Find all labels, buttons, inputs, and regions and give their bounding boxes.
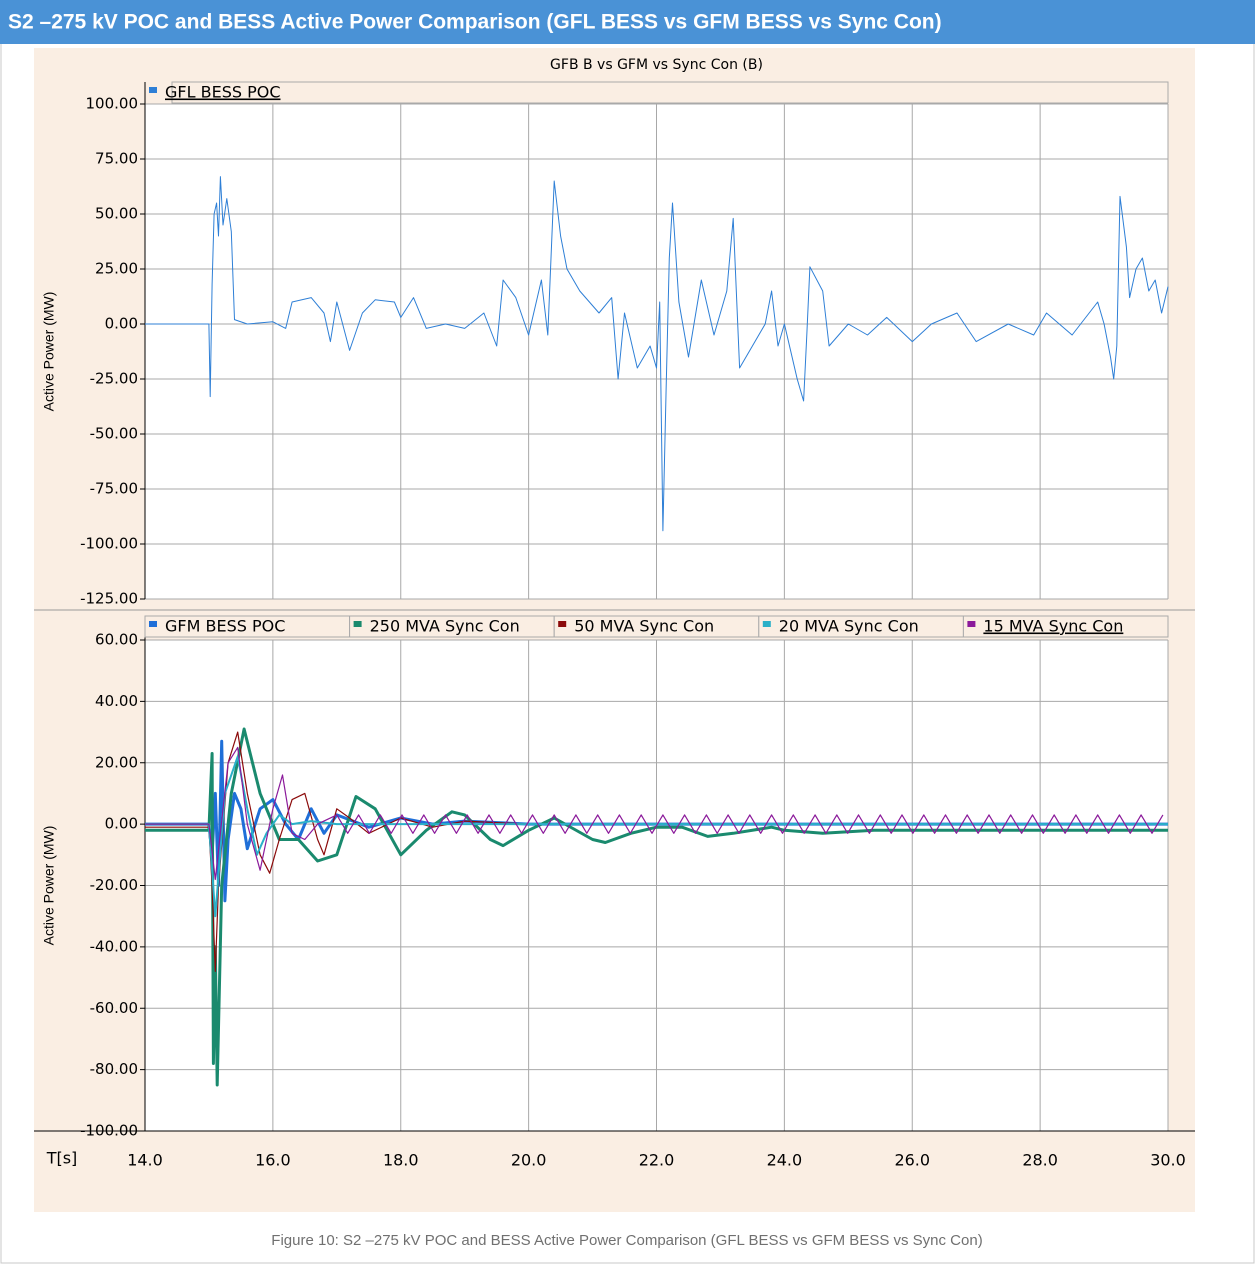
series-line	[145, 731, 1168, 972]
legend-label: GFL BESS POC	[165, 83, 281, 102]
y-tick-label: -125.00	[80, 590, 138, 608]
x-tick-label: 28.0	[1022, 1151, 1058, 1170]
y-tick-label: 25.00	[95, 260, 138, 278]
series-line	[145, 176, 1169, 532]
x-tick-label: 22.0	[639, 1151, 675, 1170]
x-tick-label: 20.0	[511, 1151, 547, 1170]
y-axis-label: Active Power (MW)	[41, 292, 57, 412]
x-tick-label: 30.0	[1150, 1151, 1186, 1170]
x-tick-label: 24.0	[767, 1151, 803, 1170]
y-tick-label: -20.00	[90, 876, 138, 894]
legend-label: 15 MVA Sync Con	[983, 617, 1123, 636]
y-tick-label: 20.00	[95, 753, 138, 771]
x-axis-label: T[s]	[46, 1149, 78, 1168]
x-tick-label: 26.0	[894, 1151, 930, 1170]
legend-swatch	[558, 621, 567, 627]
x-tick-label: 14.0	[127, 1151, 163, 1170]
y-tick-label: -40.00	[90, 937, 138, 955]
y-tick-label: -50.00	[90, 425, 138, 443]
chart-title: GFB B vs GFM vs Sync Con (B)	[550, 57, 763, 73]
x-tick-label: 18.0	[383, 1151, 419, 1170]
y-tick-label: -100.00	[80, 535, 138, 553]
y-axis-label: Active Power (MW)	[41, 826, 57, 946]
caption: Figure 10: S2 –275 kV POC and BESS Activ…	[271, 1232, 982, 1249]
legend-swatch	[149, 87, 157, 93]
y-tick-label: 0.00	[105, 315, 138, 333]
legend-box	[962, 615, 1169, 638]
y-tick-label: -75.00	[90, 480, 138, 498]
y-tick-label: 60.00	[95, 631, 138, 649]
y-tick-label: 40.00	[95, 692, 138, 710]
legend-swatch	[353, 621, 362, 627]
header-bar	[0, 0, 1255, 44]
legend-label: 250 MVA Sync Con	[370, 617, 520, 636]
legend-label: 50 MVA Sync Con	[574, 617, 714, 636]
y-tick-label: -25.00	[90, 370, 138, 388]
y-tick-label: 100.00	[86, 95, 139, 113]
legend-label: 20 MVA Sync Con	[779, 617, 919, 636]
legend-box	[171, 81, 1169, 104]
series-line	[145, 727, 1168, 1087]
legend-swatch	[762, 621, 771, 627]
series-line	[145, 755, 1168, 918]
legend-swatch	[149, 621, 157, 627]
legend-label: GFM BESS POC	[165, 617, 285, 636]
y-tick-label: 75.00	[95, 150, 138, 168]
y-tick-label: 50.00	[95, 205, 138, 223]
y-tick-label: -80.00	[90, 1060, 138, 1078]
y-tick-label: -60.00	[90, 999, 138, 1017]
y-tick-label: 0.00	[105, 815, 138, 833]
x-tick-label: 16.0	[255, 1151, 291, 1170]
header-title: S2 –275 kV POC and BESS Active Power Com…	[8, 11, 942, 34]
legend-swatch	[967, 621, 976, 627]
series-line	[145, 746, 1164, 880]
